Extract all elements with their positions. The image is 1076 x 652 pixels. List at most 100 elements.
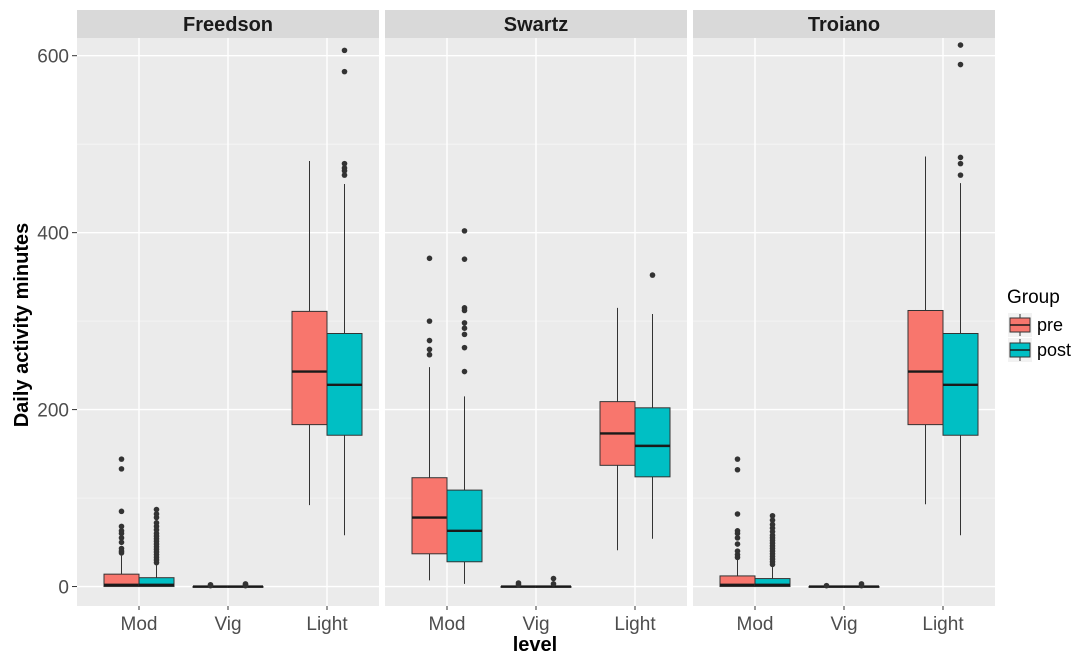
- outlier-point: [734, 548, 741, 554]
- outlier-point: [426, 255, 433, 262]
- outlier-point: [118, 523, 125, 530]
- box-light-post: [326, 47, 363, 536]
- box-iqr: [754, 578, 791, 588]
- outlier-point: [426, 318, 433, 324]
- outlier-point: [118, 545, 125, 552]
- outlier-point: [957, 61, 964, 68]
- outlier-point: [461, 320, 468, 326]
- outlier-point: [461, 368, 468, 375]
- box-light-post: [942, 42, 979, 536]
- x-tick-label: Light: [922, 614, 964, 635]
- box-mod-post: [446, 228, 483, 584]
- outlier-point: [734, 535, 741, 541]
- outlier-point: [153, 511, 160, 517]
- outlier-point: [550, 575, 557, 582]
- box-mod-pre: [103, 456, 140, 588]
- outlier-point: [823, 582, 830, 589]
- outlier-point: [426, 351, 433, 358]
- facet-strip-label: Troiano: [808, 14, 880, 36]
- legend-label: post: [1037, 340, 1071, 360]
- x-tick-label: Mod: [121, 614, 158, 635]
- outlier-point: [515, 580, 522, 586]
- x-tick-label: Light: [306, 614, 348, 635]
- x-tick-label: Vig: [830, 614, 857, 635]
- outlier-point: [426, 337, 433, 344]
- x-tick-label: Mod: [429, 614, 466, 635]
- outlier-point: [341, 172, 348, 178]
- panel-freedson: Freedson Mod Vig Light: [77, 10, 379, 635]
- y-axis-title: Daily activity minutes: [11, 223, 33, 428]
- legend-title: Group: [1007, 287, 1060, 308]
- outlier-point: [118, 535, 125, 541]
- x-axis-title: level: [513, 634, 557, 652]
- box-light-pre: [291, 160, 328, 506]
- box-vig-post: [227, 581, 264, 589]
- outlier-point: [957, 42, 964, 48]
- box-iqr: [138, 577, 175, 588]
- box-mod-post: [754, 512, 791, 588]
- outlier-point: [461, 325, 468, 331]
- box-vig-post: [843, 581, 880, 589]
- outlier-point: [858, 581, 865, 587]
- outlier-point: [461, 256, 468, 262]
- outlier-point: [769, 517, 776, 523]
- legend-entry-post: post: [1008, 338, 1071, 362]
- outlier-point: [118, 508, 125, 515]
- outlier-point: [341, 47, 348, 54]
- outlier-point: [426, 346, 433, 353]
- outlier-point: [769, 512, 776, 519]
- outlier-point: [118, 539, 125, 546]
- outlier-point: [769, 521, 776, 528]
- box-iqr: [907, 309, 944, 426]
- y-tick-label: 200: [37, 401, 69, 422]
- outlier-point: [734, 511, 741, 517]
- outlier-point: [118, 456, 125, 462]
- box-iqr: [446, 489, 483, 563]
- outlier-point: [341, 68, 348, 75]
- outlier-point: [153, 520, 160, 526]
- y-tick-label: 400: [37, 224, 69, 245]
- facet-strip: [693, 10, 995, 38]
- y-tick-label: 0: [58, 578, 69, 599]
- outlier-point: [118, 527, 125, 534]
- outlier-point: [118, 466, 125, 472]
- x-tick-label: Light: [614, 614, 656, 635]
- box-iqr: [411, 477, 448, 555]
- outlier-point: [550, 581, 557, 587]
- x-tick-label: Vig: [214, 614, 241, 635]
- outlier-point: [461, 228, 468, 234]
- panel-swartz: Swartz Mod Vig Light: [385, 10, 687, 635]
- outlier-point: [341, 165, 348, 171]
- y-axis: 0 200 400 600: [37, 47, 77, 599]
- facet-strip: [77, 10, 379, 38]
- facet-strip-label: Swartz: [504, 14, 568, 36]
- outlier-point: [207, 581, 214, 588]
- box-iqr: [291, 310, 328, 426]
- outlier-point: [957, 172, 964, 178]
- outlier-point: [957, 160, 964, 167]
- outlier-point: [734, 466, 741, 473]
- box-light-pre: [907, 156, 944, 505]
- x-tick-label: Vig: [522, 614, 549, 635]
- facet-strip-label: Freedson: [183, 14, 273, 36]
- outlier-point: [153, 506, 160, 513]
- panel-troiano: Troiano Mod Vig Light: [693, 10, 995, 635]
- box-mod-post: [138, 506, 175, 588]
- outlier-point: [649, 272, 656, 278]
- outlier-point: [341, 160, 348, 167]
- outlier-point: [734, 456, 741, 462]
- outlier-point: [461, 305, 468, 311]
- box-light-pre: [599, 307, 636, 551]
- box-light-post: [634, 272, 671, 539]
- outlier-point: [957, 154, 964, 161]
- outlier-point: [461, 344, 468, 351]
- box-vig-pre: [500, 580, 537, 588]
- box-mod-pre: [411, 255, 448, 581]
- box-vig-post: [535, 575, 572, 588]
- legend-entry-pre: pre: [1008, 313, 1063, 337]
- box-iqr: [634, 407, 671, 478]
- legend-label: pre: [1037, 315, 1063, 335]
- panels-layer: Freedson Mod Vig Light Swartz Mod Vig Light Troi…: [77, 10, 995, 635]
- facet-strip: [385, 10, 687, 38]
